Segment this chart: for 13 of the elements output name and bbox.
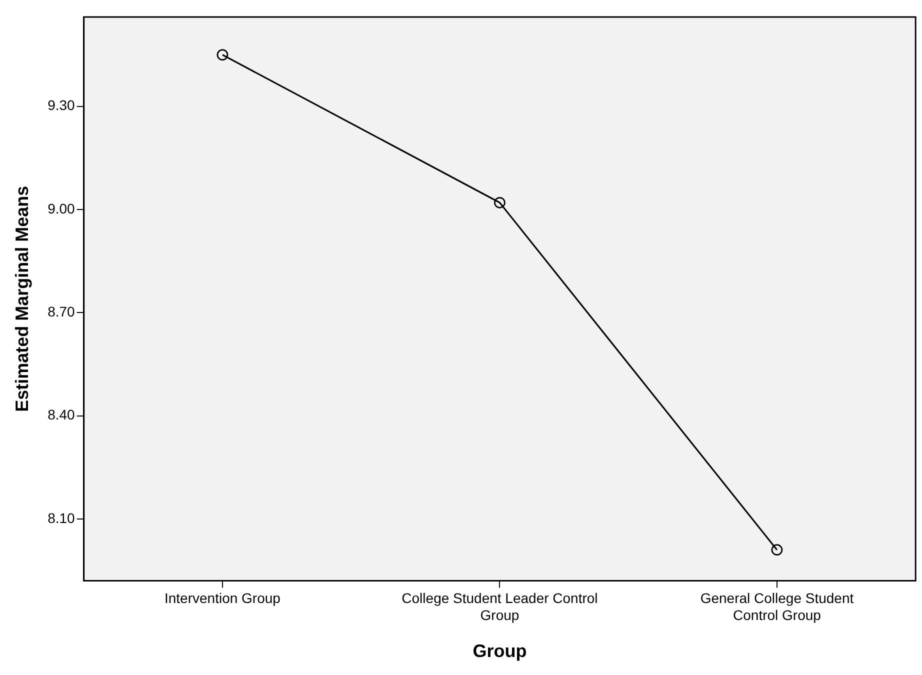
point [216,49,228,61]
y-tick-label: 8.10 [48,510,76,526]
y-tick-label: 9.30 [48,97,76,114]
x-tick-label: Intervention Group [164,590,281,606]
x-axis-title: Group [472,641,527,662]
x-tick-label: College Student Leader Control Group [402,590,598,623]
x-tick-label: General College Student Control Group [700,590,854,623]
y-axis-title: Estimated Marginal Means [12,186,32,412]
y-tick-label: 8.40 [48,406,76,423]
point [771,544,783,556]
y-tick-label: 8.70 [48,304,76,320]
point [494,196,506,208]
y-tick-label: 9.00 [48,200,76,216]
